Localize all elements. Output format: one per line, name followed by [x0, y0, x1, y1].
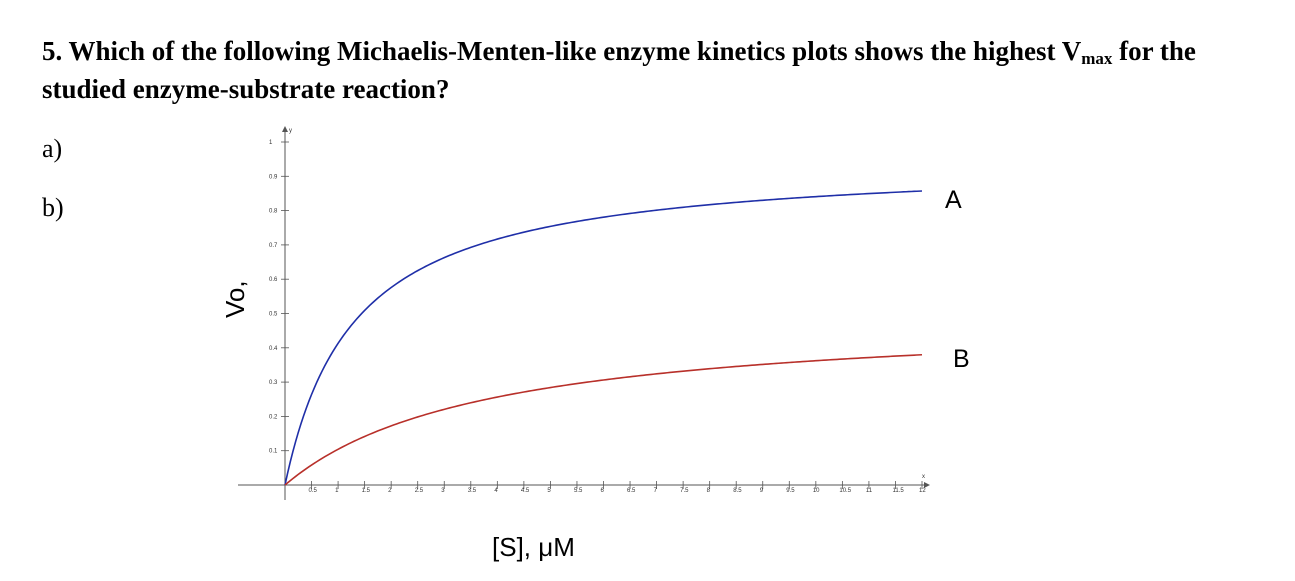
x-tick-label: 4	[494, 488, 498, 494]
x-tick-label: 3	[441, 488, 445, 494]
series-a-label: A	[945, 186, 962, 214]
x-tick-label: 6	[601, 488, 605, 494]
x-axis-arrow	[924, 482, 930, 488]
x-tick-label: 8.5	[733, 488, 742, 494]
x-tick-label: 8	[707, 488, 711, 494]
x-axis-title: [S], μM	[492, 532, 575, 562]
x-tick-label: 1.5	[362, 488, 371, 494]
y-tick-label: 0.3	[269, 380, 278, 386]
y-tick-label: 0.7	[269, 243, 278, 249]
x-tick-label: 7.5	[680, 488, 689, 494]
series-b-label: B	[953, 345, 970, 373]
y-tick-label: 1	[269, 140, 273, 146]
x-tick-label: 10.5	[839, 488, 851, 494]
x-tick-label: 12	[919, 488, 926, 494]
x-tick-label: 5	[547, 488, 551, 494]
y-axis-letter: y	[289, 128, 292, 134]
x-tick-label: 4.5	[521, 488, 530, 494]
option-a[interactable]: a)	[42, 134, 63, 163]
x-tick-label: 11.5	[892, 488, 904, 494]
option-b[interactable]: b)	[42, 193, 64, 222]
series-b-curve	[284, 353, 923, 486]
x-tick-label: 10	[813, 488, 820, 494]
x-tick-label: 0.5	[309, 488, 318, 494]
x-tick-label: 9.5	[786, 488, 795, 494]
x-tick-label: 6.5	[627, 488, 636, 494]
vmax-subscript: max	[1081, 49, 1113, 68]
y-tick-label: 0.6	[269, 277, 278, 283]
x-tick-label: 9	[760, 488, 764, 494]
question-text-before: 5. Which of the following Michaelis-Ment…	[42, 36, 1082, 66]
x-tick-label: 11	[866, 488, 873, 494]
x-tick-label: 1	[335, 488, 339, 494]
y-ticks: 0.1 0.2 0.3 0.4 0.5 0.6 0.7 0.8 0.9 1	[269, 140, 289, 455]
x-axis-letter: x	[922, 474, 925, 480]
y-tick-label: 0.2	[269, 414, 278, 420]
y-tick-label: 0.8	[269, 209, 278, 215]
x-tick-label: 5.5	[574, 488, 583, 494]
x-tick-label: 3.5	[468, 488, 477, 494]
question-text: 5. Which of the following Michaelis-Ment…	[42, 32, 1272, 108]
y-axis-title: Vo,	[220, 280, 250, 318]
x-tick-label: 7	[654, 488, 658, 494]
question-text-after: for the studied enzyme-substrate reactio…	[42, 36, 1196, 104]
x-tick-label: 2.5	[415, 488, 424, 494]
series-a-curve	[284, 190, 923, 486]
y-tick-label: 0.1	[269, 449, 278, 455]
y-tick-label: 0.4	[269, 346, 278, 352]
y-tick-label: 0.9	[269, 174, 278, 180]
y-axis-arrow	[282, 126, 288, 132]
x-tick-label: 2	[388, 488, 392, 494]
y-tick-label: 0.5	[269, 312, 278, 318]
x-ticks: 0.5 1 1.5 2 2.5 3 3.5 4 4.5 5 5.5 6 6.5 7 7.5 8 8.5 9 9.5 1…	[309, 481, 926, 494]
